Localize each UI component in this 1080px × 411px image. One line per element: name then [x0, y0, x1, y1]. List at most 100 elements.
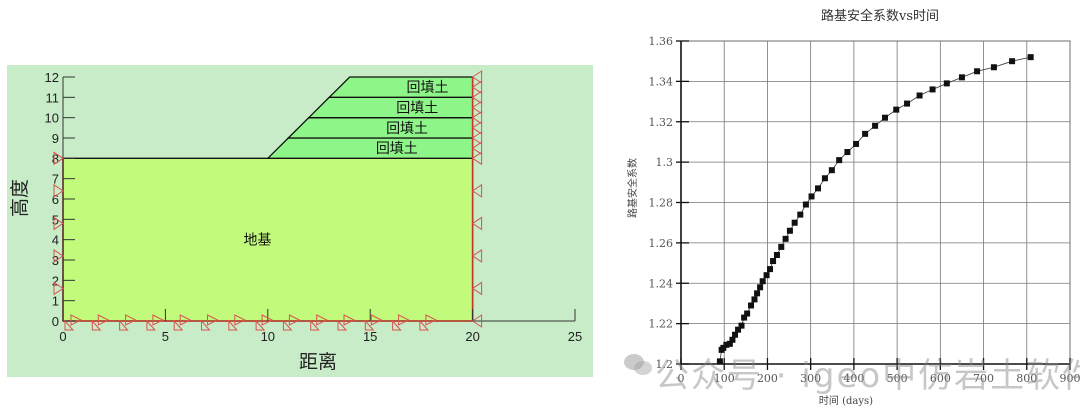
x-tick-label: 200 — [757, 372, 778, 385]
support-icon — [201, 314, 219, 331]
region-3 — [307, 96, 474, 119]
support-icon — [64, 314, 83, 331]
data-point — [974, 68, 981, 75]
region-4 — [327, 76, 474, 98]
support-icon — [471, 100, 483, 115]
x-axis-label: 时间 (days) — [819, 394, 873, 407]
support-icon — [471, 90, 483, 105]
x-tick-label: 0 — [678, 372, 685, 385]
support-icon — [471, 80, 483, 95]
data-point — [853, 140, 860, 147]
x-tick-label: 10 — [261, 329, 275, 344]
data-point — [791, 219, 798, 226]
data-point — [815, 185, 822, 192]
y-tick-label: 7 — [52, 172, 59, 187]
support-icon — [53, 183, 64, 198]
support-icon — [282, 314, 301, 331]
x-tick-label: 300 — [800, 372, 821, 385]
data-point — [735, 326, 742, 333]
support-icon — [53, 248, 64, 263]
data-point — [786, 227, 793, 234]
y-tick-label: 1.2 — [656, 358, 674, 371]
data-point — [821, 175, 828, 182]
boundary-supports — [53, 70, 483, 331]
watermark-text: 公众号 · igeo中仿岩土软件 — [655, 356, 1080, 396]
data-point — [990, 64, 997, 71]
data-point — [744, 310, 751, 317]
support-icon — [173, 314, 192, 331]
data-point — [893, 106, 900, 113]
data-point — [751, 296, 758, 303]
support-icon — [471, 131, 483, 145]
support-icon — [471, 248, 483, 263]
data-point — [716, 358, 723, 365]
y-tick-label: 2 — [52, 273, 59, 288]
data-point — [808, 193, 815, 200]
x-tick-label: 5 — [162, 329, 169, 344]
x-axis-label: 距离 — [299, 351, 337, 373]
region-2 — [286, 117, 474, 139]
support-icon — [310, 314, 328, 331]
y-tick-label: 1.28 — [649, 197, 674, 210]
support-icon — [471, 70, 483, 84]
region-label: 回填土 — [376, 141, 418, 157]
data-point — [726, 340, 733, 347]
x-tick-label: 100 — [714, 372, 735, 385]
data-point — [943, 80, 950, 87]
support-icon — [392, 314, 410, 331]
y-tick-label: 1.36 — [649, 35, 674, 48]
support-icon — [53, 151, 64, 166]
data-point — [732, 331, 739, 338]
y-tick-label: 12 — [45, 70, 59, 85]
data-point — [844, 149, 851, 156]
support-icon — [337, 314, 356, 331]
support-icon — [364, 314, 383, 331]
data-point — [754, 290, 761, 297]
data-point — [770, 258, 777, 265]
support-icon — [471, 120, 483, 135]
data-point — [1009, 58, 1016, 65]
safety-factor-chart: 0 100 200 300 400 500 600 700 800 900 1.2 1.22 1.24 1… — [626, 8, 1080, 407]
support-icon — [91, 314, 110, 331]
data-point — [836, 157, 843, 164]
data-point — [1027, 54, 1034, 61]
y-tick-label: 6 — [52, 192, 59, 207]
support-icon — [419, 314, 438, 331]
y-tick-label: 1 — [52, 294, 59, 309]
x-tick-label: 400 — [843, 372, 864, 385]
data-point — [729, 336, 736, 343]
support-icon — [471, 151, 483, 166]
support-icon — [119, 314, 137, 331]
support-icon — [255, 314, 274, 331]
y-tick-label: 1.24 — [649, 277, 674, 290]
x-tick-label: 0 — [59, 329, 66, 344]
data-point — [782, 235, 789, 242]
data-point — [773, 251, 780, 258]
region-label: 回填土 — [386, 121, 428, 137]
x-tick-label: 600 — [930, 372, 951, 385]
y-tick-label: 1.32 — [649, 116, 674, 129]
support-icon — [53, 216, 64, 231]
data-point — [738, 322, 745, 329]
y-tick-label: 1.3 — [656, 156, 674, 169]
data-point — [723, 341, 730, 348]
region-label: 回填土 — [407, 80, 449, 96]
region-1 — [266, 137, 474, 159]
y-tick-label: 11 — [46, 90, 60, 105]
data-point — [882, 114, 889, 121]
data-point — [778, 243, 785, 250]
support-icon — [228, 314, 246, 331]
x-tick-label: 500 — [887, 372, 908, 385]
data-point — [759, 278, 766, 285]
x-tick-label: 700 — [973, 372, 994, 385]
y-tick-label: 4 — [52, 233, 59, 248]
x-tick-label: 15 — [363, 329, 377, 344]
y-tick-label: 9 — [52, 131, 59, 146]
x-tick-label: 25 — [568, 329, 582, 344]
y-tick-label: 8 — [52, 151, 59, 166]
data-point — [862, 130, 869, 137]
data-point — [720, 344, 727, 351]
data-point — [757, 284, 764, 291]
support-icon — [471, 314, 483, 328]
